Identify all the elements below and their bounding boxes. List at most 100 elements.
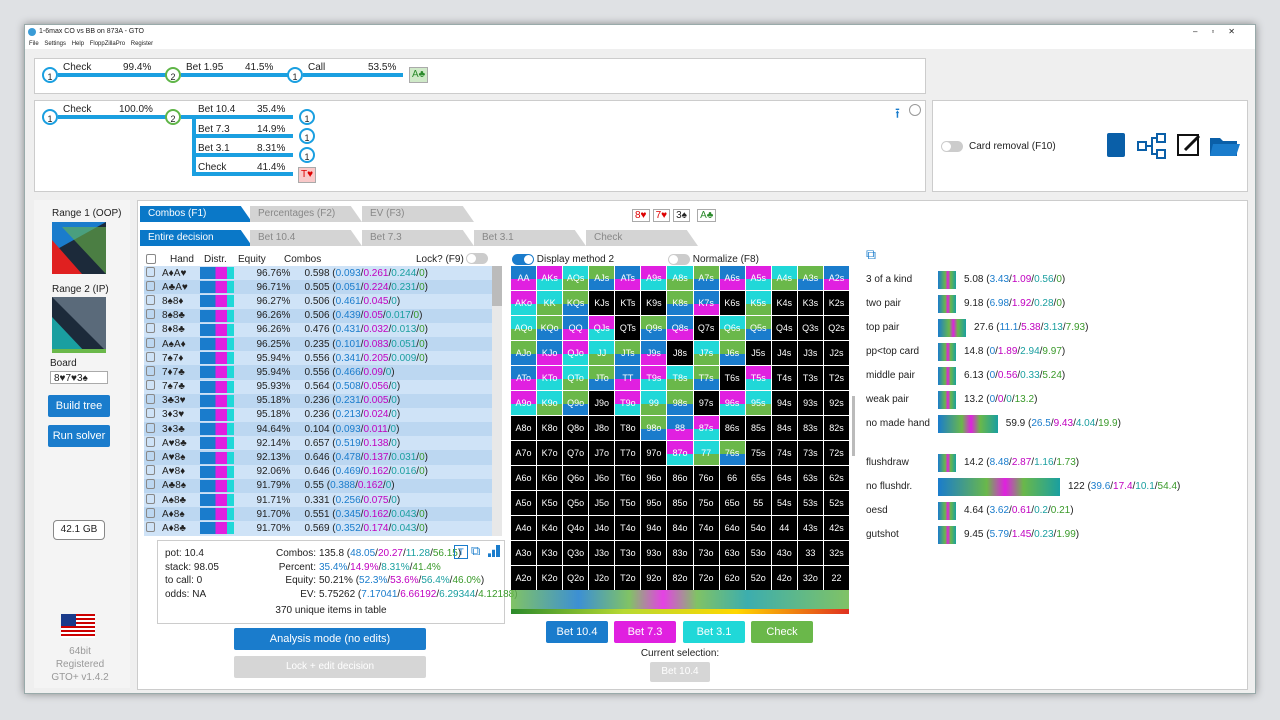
hand-cell-88[interactable]: 88 — [667, 416, 693, 440]
hand-cell-95o[interactable]: 95o — [641, 491, 667, 515]
hand-cell-65o[interactable]: 65o — [719, 491, 745, 515]
hand-cell-K8s[interactable]: K8s — [667, 291, 693, 315]
hand-cell-96o[interactable]: 96o — [641, 466, 667, 490]
folder-icon[interactable] — [1209, 134, 1241, 158]
hand-cell-94s[interactable]: 94s — [771, 391, 797, 415]
hand-cell-82s[interactable]: 82s — [823, 416, 849, 440]
hand-cell-J7s[interactable]: J7s — [693, 341, 719, 365]
table-row[interactable]: A♥8♣ 92.14% 0.657 (0.519/0.138/0) — [144, 436, 492, 451]
hand-cell-ATs[interactable]: ATs — [615, 266, 641, 290]
hand-cell-A3s[interactable]: A3s — [797, 266, 823, 290]
hand-cell-92s[interactable]: 92s — [823, 391, 849, 415]
hand-cell-93s[interactable]: 93s — [797, 391, 823, 415]
hand-cell-KTo[interactable]: KTo — [537, 366, 563, 390]
hand-cell-22[interactable]: 22 — [823, 566, 849, 590]
hand-cell-73o[interactable]: 73o — [693, 541, 719, 565]
copy-icon[interactable] — [1107, 133, 1125, 157]
table-row[interactable]: A♣A♥ 96.71% 0.505 (0.051/0.224/0.231/0) — [144, 280, 492, 295]
hand-cell-75s[interactable]: 75s — [745, 441, 771, 465]
hand-cell-A2o[interactable]: A2o — [511, 566, 537, 590]
menu-register[interactable]: Register — [130, 41, 154, 47]
hand-cell-A7s[interactable]: A7s — [693, 266, 719, 290]
hand-cell-AJo[interactable]: AJo — [511, 341, 537, 365]
table-row[interactable]: 3♦3♣ 94.64% 0.104 (0.093/0.011/0) — [144, 422, 492, 437]
hand-cell-J2o[interactable]: J2o — [589, 566, 615, 590]
hand-cell-66[interactable]: 66 — [719, 466, 745, 490]
hand-cell-43s[interactable]: 43s — [797, 516, 823, 540]
hand-cell-62s[interactable]: 62s — [823, 466, 849, 490]
hand-cell-T5s[interactable]: T5s — [745, 366, 771, 390]
hand-cell-T7s[interactable]: T7s — [693, 366, 719, 390]
hand-cell-92o[interactable]: 92o — [641, 566, 667, 590]
row-lock-icon[interactable] — [146, 266, 155, 277]
tab-combos[interactable]: Combos (F1) — [140, 206, 252, 222]
row-lock-icon[interactable] — [146, 309, 155, 320]
display-method-control[interactable]: Display method 2 — [512, 254, 614, 265]
action-bet-7-3-button[interactable]: Bet 7.3 — [614, 621, 676, 643]
hand-cell-42o[interactable]: 42o — [771, 566, 797, 590]
hand-cell-A5s[interactable]: A5s — [745, 266, 771, 290]
lock-toggle[interactable] — [466, 253, 488, 264]
hand-cell-A8o[interactable]: A8o — [511, 416, 537, 440]
hand-cell-76o[interactable]: 76o — [693, 466, 719, 490]
row-lock-icon[interactable] — [146, 493, 155, 504]
hand-cell-K4o[interactable]: K4o — [537, 516, 563, 540]
hand-cell-A4s[interactable]: A4s — [771, 266, 797, 290]
hand-cell-Q7o[interactable]: Q7o — [563, 441, 589, 465]
hand-cell-K5o[interactable]: K5o — [537, 491, 563, 515]
hand-cell-K9s[interactable]: K9s — [641, 291, 667, 315]
hand-cell-53o[interactable]: 53o — [745, 541, 771, 565]
hand-cell-AQo[interactable]: AQo — [511, 316, 537, 340]
hand-cell-55[interactable]: 55 — [745, 491, 771, 515]
tree-node[interactable]: 1 — [299, 147, 315, 163]
hand-cell-K6s[interactable]: K6s — [719, 291, 745, 315]
hand-cell-75o[interactable]: 75o — [693, 491, 719, 515]
hand-cell-KTs[interactable]: KTs — [615, 291, 641, 315]
hand-cell-A7o[interactable]: A7o — [511, 441, 537, 465]
board-input[interactable]: 8♥7♥3♠ — [50, 371, 108, 384]
hand-cell-83o[interactable]: 83o — [667, 541, 693, 565]
hand-cell-QJo[interactable]: QJo — [563, 341, 589, 365]
hand-cell-95s[interactable]: 95s — [745, 391, 771, 415]
analysis-mode-button[interactable]: Analysis mode (no edits) — [234, 628, 426, 650]
hand-cell-T7o[interactable]: T7o — [615, 441, 641, 465]
hand-cell-JJ[interactable]: JJ — [589, 341, 615, 365]
category-label[interactable]: two pair — [866, 298, 902, 309]
table-row[interactable]: A♠8♣ 91.71% 0.331 (0.256/0.075/0) — [144, 493, 492, 508]
hand-cell-K4s[interactable]: K4s — [771, 291, 797, 315]
range1-thumbnail[interactable] — [52, 222, 106, 274]
row-lock-icon[interactable] — [146, 323, 155, 334]
hand-cell-62o[interactable]: 62o — [719, 566, 745, 590]
hand-cell-77[interactable]: 77 — [693, 441, 719, 465]
hand-cell-KJs[interactable]: KJs — [589, 291, 615, 315]
hand-cell-52o[interactable]: 52o — [745, 566, 771, 590]
hand-cell-A9o[interactable]: A9o — [511, 391, 537, 415]
row-lock-icon[interactable] — [146, 507, 155, 518]
hand-cell-73s[interactable]: 73s — [797, 441, 823, 465]
hand-cell-97s[interactable]: 97s — [693, 391, 719, 415]
hand-cell-ATo[interactable]: ATo — [511, 366, 537, 390]
hand-cell-T9o[interactable]: T9o — [615, 391, 641, 415]
menu-settings[interactable]: Settings — [44, 41, 67, 47]
table-row[interactable]: A♣8♠ 91.79% 0.55 (0.388/0.162/0) — [144, 478, 492, 493]
hand-cell-93o[interactable]: 93o — [641, 541, 667, 565]
build-tree-button[interactable]: Build tree — [48, 395, 110, 417]
hand-cell-63o[interactable]: 63o — [719, 541, 745, 565]
tab-ev[interactable]: EV (F3) — [362, 206, 474, 222]
row-lock-icon[interactable] — [146, 436, 155, 447]
hand-cell-QTo[interactable]: QTo — [563, 366, 589, 390]
tree-node[interactable]: 1 — [42, 67, 58, 83]
hand-cell-52s[interactable]: 52s — [823, 491, 849, 515]
row-lock-icon[interactable] — [146, 337, 155, 348]
hand-cell-63s[interactable]: 63s — [797, 466, 823, 490]
table-row[interactable]: A♠A♦ 96.25% 0.235 (0.101/0.083/0.051/0) — [144, 336, 492, 352]
hand-cell-Q6s[interactable]: Q6s — [719, 316, 745, 340]
hand-cell-Q7s[interactable]: Q7s — [693, 316, 719, 340]
row-lock-icon[interactable] — [146, 451, 155, 462]
hand-cell-74s[interactable]: 74s — [771, 441, 797, 465]
action-bet-3-1-button[interactable]: Bet 3.1 — [683, 621, 745, 643]
hand-cell-86s[interactable]: 86s — [719, 416, 745, 440]
normalize-control[interactable]: Normalize (F8) — [668, 254, 759, 265]
hand-cell-K2s[interactable]: K2s — [823, 291, 849, 315]
hand-cell-Q5s[interactable]: Q5s — [745, 316, 771, 340]
